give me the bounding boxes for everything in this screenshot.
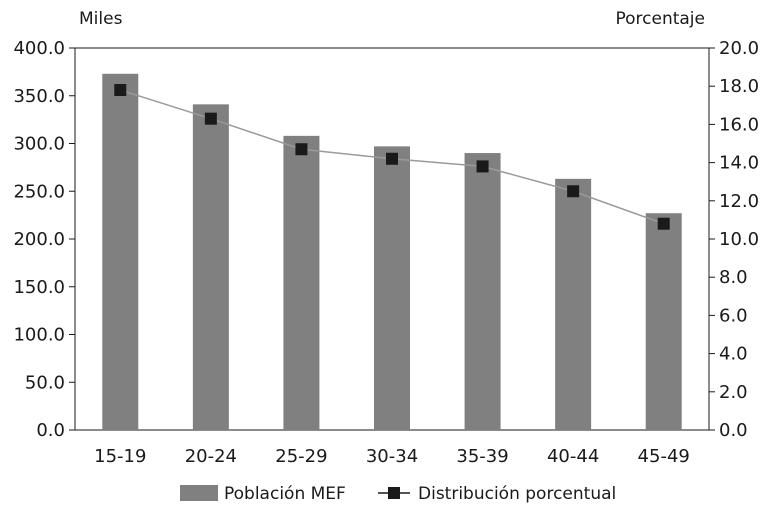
left-axis-ticks: 400.0 350.0 300.0 250.0 200.0 150.0 100.0 50.0 0… [13,38,75,441]
left-tick-label: 400.0 [13,38,65,59]
left-tick-label: 250.0 [13,181,65,202]
bar [102,73,139,430]
right-tick-label: 0.0 [719,420,748,441]
right-tick-label: 16.0 [719,114,759,135]
right-tick-label: 10.0 [719,229,759,250]
x-tick-label: 30-34 [366,446,418,467]
right-axis-unit-label: Porcentaje [615,9,705,29]
bar [192,104,229,430]
legend-swatch-marker [388,487,400,499]
right-tick-label: 20.0 [719,38,759,59]
left-tick-label: 0.0 [36,420,65,441]
line-marker [114,84,127,97]
line-marker [657,217,670,230]
right-axis-ticks: 20.0 18.0 16.0 14.0 12.0 10.0 8.0 6.0 4.0 2.0 0.0 [709,38,759,441]
legend-label-line: Distribución porcentual [418,484,616,504]
legend-label-bar: Población MEF [224,484,346,504]
left-tick-label: 350.0 [13,86,65,107]
right-tick-label: 4.0 [719,344,748,365]
bar [645,213,682,430]
line-marker [386,152,398,165]
bar-series [102,73,682,431]
x-tick-label: 20-24 [185,446,237,467]
line-marker [204,112,217,125]
line-marker [567,185,580,198]
x-tick-label: 15-19 [94,446,146,467]
left-tick-label: 50.0 [25,372,65,393]
bar [555,178,592,430]
right-tick-label: 18.0 [719,76,759,97]
left-tick-label: 300.0 [13,134,65,155]
legend: Población MEF Distribución porcentual [180,484,616,504]
line-series [114,84,670,230]
left-tick-label: 100.0 [13,325,65,346]
line-marker [476,160,489,173]
right-tick-label: 8.0 [719,267,748,288]
right-tick-label: 6.0 [719,305,748,326]
bar [464,153,501,431]
x-tick-label: 40-44 [547,446,599,467]
right-tick-label: 14.0 [719,153,759,174]
x-axis-ticks: 15-19 20-24 25-29 30-34 35-39 40-44 45-49 [94,446,690,467]
right-tick-label: 12.0 [719,191,759,212]
bar [374,146,410,431]
left-axis-unit-label: Miles [79,9,123,29]
bar [283,135,320,431]
x-tick-label: 25-29 [275,446,327,467]
left-tick-label: 150.0 [13,277,65,298]
left-tick-label: 200.0 [13,229,65,250]
line-marker [295,143,308,156]
right-tick-label: 2.0 [719,382,748,403]
x-tick-label: 35-39 [456,446,508,467]
x-tick-label: 45-49 [638,446,690,467]
legend-swatch-bar [180,485,218,501]
